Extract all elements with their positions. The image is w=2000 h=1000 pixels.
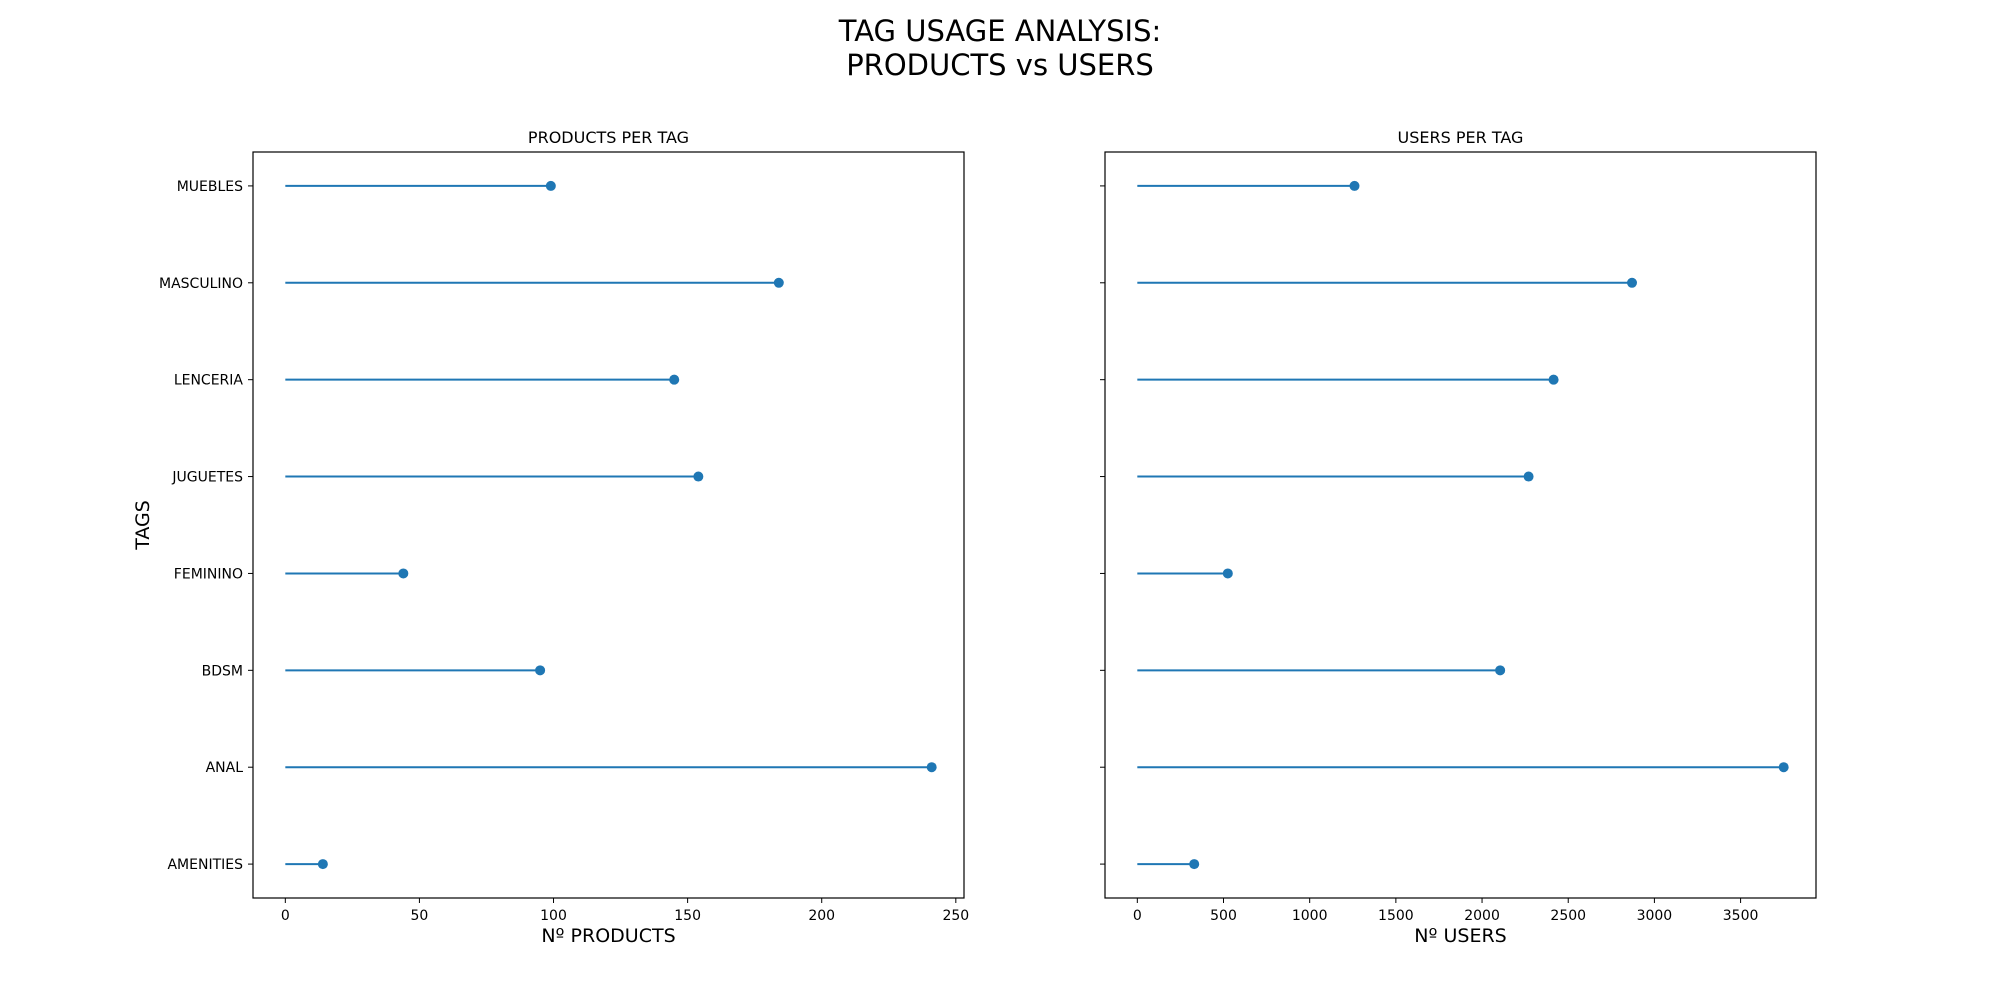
x-tick-label: 50	[411, 908, 429, 924]
x-axis-label-1: Nº PRODUCTS	[541, 925, 675, 947]
y-tick-label: JUGUETES	[171, 470, 243, 486]
x-tick-label: 150	[674, 908, 701, 924]
y-tick-label: MUEBLES	[177, 179, 243, 195]
plot-frame-2	[1104, 151, 1817, 899]
x-tick-label: 3500	[1723, 908, 1759, 924]
figure-title-line-1: TAG USAGE ANALYSIS:	[838, 14, 1162, 48]
x-tick-label: 100	[540, 908, 567, 924]
panel-title-2: USERS PER TAG	[1398, 128, 1524, 147]
y-axis-label-1: TAGS	[132, 500, 154, 551]
x-tick-label: 2000	[1464, 908, 1500, 924]
y-tick-label: FEMININO	[174, 566, 243, 582]
marker-bdsm	[1495, 665, 1506, 676]
marker-amenities	[317, 859, 328, 870]
plot-frame-1	[252, 151, 965, 899]
marker-bdsm	[535, 665, 546, 676]
x-axis-label-2: Nº USERS	[1414, 925, 1506, 947]
marker-muebles	[1349, 180, 1360, 191]
marker-amenities	[1189, 859, 1200, 870]
x-tick-label: 1000	[1292, 908, 1328, 924]
marker-masculino	[773, 277, 784, 288]
x-tick-label: 0	[281, 908, 290, 924]
marker-juguetes	[1523, 471, 1534, 482]
x-tick-label: 200	[808, 908, 835, 924]
marker-juguetes	[693, 471, 704, 482]
x-tick-label: 2500	[1550, 908, 1586, 924]
marker-feminino	[398, 568, 409, 579]
y-tick-label: BDSM	[202, 663, 243, 679]
y-tick-label: ANAL	[206, 760, 244, 776]
y-tick-label: AMENITIES	[167, 857, 243, 873]
marker-lenceria	[1548, 374, 1559, 385]
y-tick-label: LENCERIA	[174, 373, 244, 389]
panel-title-1: PRODUCTS PER TAG	[528, 128, 689, 147]
marker-anal	[926, 762, 937, 773]
y-tick-label: MASCULINO	[159, 276, 243, 292]
figure-title-line-2: PRODUCTS vs USERS	[846, 48, 1154, 82]
x-tick-label: 0	[1133, 908, 1142, 924]
marker-lenceria	[669, 374, 680, 385]
marker-muebles	[545, 180, 556, 191]
marker-anal	[1778, 762, 1789, 773]
x-tick-label: 3000	[1637, 908, 1673, 924]
x-tick-label: 250	[942, 908, 969, 924]
marker-feminino	[1222, 568, 1233, 579]
figure-title: TAG USAGE ANALYSIS: PRODUCTS vs USERS	[0, 14, 2000, 82]
x-tick-label: 500	[1210, 908, 1237, 924]
x-tick-label: 1500	[1378, 908, 1414, 924]
marker-masculino	[1627, 277, 1638, 288]
